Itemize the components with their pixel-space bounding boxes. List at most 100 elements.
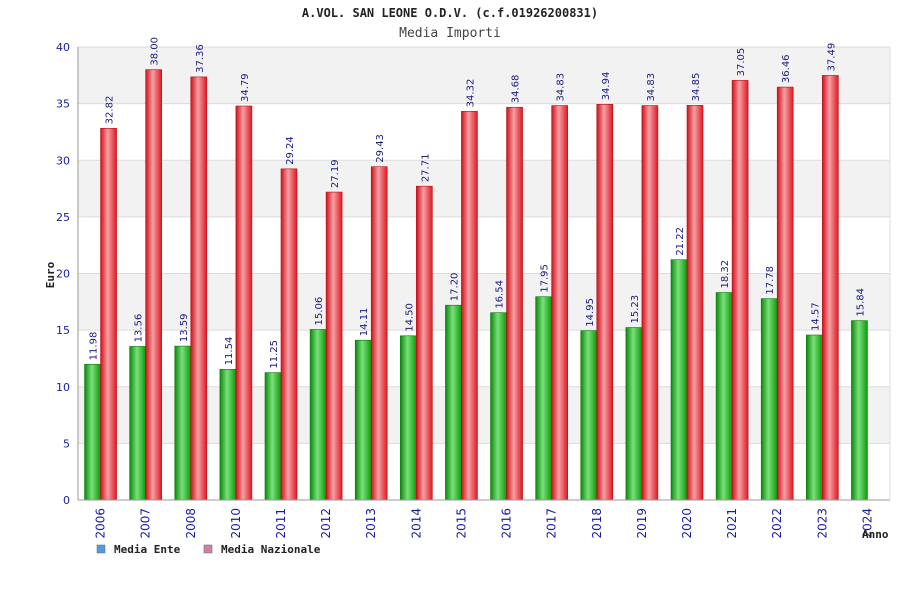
bar-media-ente-2018 — [580, 330, 598, 501]
x-tick-label-2021: 2021 — [725, 508, 739, 539]
value-label-media-ente-2011: 11.25 — [269, 340, 280, 369]
chart-subtitle: Media Importi — [399, 26, 501, 41]
value-label-media-nazionale-2019: 34.83 — [646, 73, 657, 102]
grid-band — [78, 386, 890, 444]
x-axis-label: Anno — [862, 528, 889, 541]
grid-band — [78, 103, 890, 161]
value-label-media-nazionale-2022: 36.46 — [781, 54, 792, 83]
grid-band — [78, 160, 890, 217]
x-tick-label-2008: 2008 — [184, 508, 198, 539]
bar-media-ente-2011 — [264, 372, 282, 501]
y-axis-label: Euro — [44, 261, 57, 288]
bar-media-nazionale-2012 — [325, 191, 343, 501]
bar-media-nazionale-2016 — [506, 106, 523, 501]
value-label-media-ente-2015: 17.20 — [449, 273, 460, 302]
grid-band — [78, 330, 890, 387]
bar-media-ente-2008 — [174, 345, 192, 501]
value-label-media-ente-2020: 21.22 — [675, 227, 686, 256]
axes — [77, 47, 891, 501]
value-label-media-ente-2022: 17.78 — [765, 266, 776, 295]
bar-media-ente-2016 — [490, 312, 507, 501]
x-tick-label-2011: 2011 — [274, 508, 288, 539]
bar-media-nazionale-2015 — [461, 111, 478, 501]
value-label-media-nazionale-2023: 37.49 — [826, 43, 837, 72]
bar-media-ente-2014 — [400, 335, 417, 501]
legend-swatch-media-nazionale — [203, 544, 213, 554]
bar-media-ente-2012 — [309, 329, 327, 501]
y-tick-label: 20 — [56, 268, 70, 281]
value-label-media-nazionale-2014: 27.71 — [420, 154, 431, 183]
x-tick-label-2013: 2013 — [364, 508, 378, 539]
bar-media-nazionale-2010 — [235, 105, 253, 501]
grid-band — [78, 47, 890, 104]
x-tick-label-2020: 2020 — [680, 508, 694, 539]
bar-media-nazionale-2020 — [686, 105, 704, 501]
bar-media-nazionale-2008 — [190, 76, 208, 501]
value-label-media-ente-2018: 14.95 — [585, 298, 596, 327]
value-label-media-nazionale-2007: 38.00 — [150, 37, 161, 66]
value-label-media-ente-2021: 18.32 — [720, 260, 731, 289]
value-label-media-ente-2016: 16.54 — [495, 280, 506, 309]
value-label-media-ente-2024: 15.84 — [855, 288, 866, 317]
x-tick-label-2012: 2012 — [319, 508, 333, 539]
value-label-media-ente-2023: 14.57 — [810, 302, 821, 331]
value-label-media-nazionale-2010: 34.79 — [240, 73, 251, 102]
value-label-media-ente-2012: 15.06 — [314, 297, 325, 326]
bar-media-nazionale-2014 — [416, 185, 433, 501]
x-tick-label-2024: 2024 — [860, 508, 874, 539]
value-label-media-nazionale-2021: 37.05 — [736, 48, 747, 77]
value-label-media-ente-2007: 13.56 — [134, 314, 145, 343]
y-tick-label: 25 — [56, 211, 70, 224]
bar-media-ente-2010 — [219, 369, 237, 501]
y-tick-label: 0 — [63, 494, 70, 507]
y-ticks: 0 5 10 15 20 25 30 35 40 — [56, 41, 70, 507]
legend: Media Ente Media Nazionale — [96, 543, 321, 556]
bar-media-nazionale-2019 — [641, 105, 659, 501]
value-labels: 11.98 32.82 13.56 38.00 13.59 37.36 11.54 34.79… — [89, 37, 867, 369]
grid-band — [78, 273, 890, 331]
y-tick-label: 30 — [56, 154, 70, 167]
value-label-media-ente-2017: 17.95 — [540, 264, 551, 293]
value-label-media-ente-2006: 11.98 — [89, 332, 100, 361]
y-tick-label: 10 — [56, 381, 70, 394]
bar-media-nazionale-2023 — [822, 75, 839, 501]
value-label-media-ente-2008: 13.59 — [179, 313, 190, 342]
value-label-media-ente-2019: 15.23 — [630, 295, 641, 324]
value-label-media-nazionale-2018: 34.94 — [601, 72, 612, 101]
value-label-media-nazionale-2011: 29.24 — [285, 136, 296, 165]
bar-media-ente-2023 — [806, 334, 823, 501]
bar-media-nazionale-2007 — [145, 69, 162, 501]
x-tick-label-2010: 2010 — [229, 508, 243, 539]
bar-media-nazionale-2022 — [776, 86, 794, 501]
x-tick-label-2018: 2018 — [590, 508, 604, 539]
x-ticks: 2006 2007 2008 2010 2011 2012 2013 2014 2015 2016… — [94, 508, 875, 539]
bar-media-nazionale-2017 — [551, 105, 568, 501]
grid-bands — [78, 47, 890, 500]
bar-media-ente-2021 — [715, 292, 733, 501]
x-tick-label-2019: 2019 — [635, 508, 649, 539]
y-tick-label: 40 — [56, 41, 70, 54]
bar-media-ente-2024 — [851, 320, 868, 501]
x-tick-label-2015: 2015 — [454, 508, 468, 539]
grid-band — [78, 443, 890, 500]
x-tick-label-2017: 2017 — [545, 508, 559, 539]
value-label-media-ente-2010: 11.54 — [224, 337, 235, 366]
bar-media-ente-2019 — [625, 327, 643, 501]
value-label-media-nazionale-2020: 34.85 — [691, 73, 702, 102]
y-tick-label: 5 — [63, 437, 70, 450]
bar-media-ente-2013 — [354, 339, 372, 501]
y-tick-label: 15 — [56, 324, 70, 337]
x-tick-label-2016: 2016 — [500, 508, 514, 539]
value-label-media-ente-2014: 14.50 — [404, 303, 415, 332]
x-tick-label-2014: 2014 — [409, 508, 423, 539]
value-label-media-nazionale-2017: 34.83 — [556, 73, 567, 102]
x-tick-label-2023: 2023 — [815, 508, 829, 539]
bar-media-ente-2007 — [129, 346, 146, 501]
bar-media-nazionale-2013 — [370, 166, 388, 501]
value-label-media-nazionale-2008: 37.36 — [195, 44, 206, 73]
bar-media-nazionale-2018 — [596, 104, 614, 501]
legend-swatch-media-ente — [96, 544, 106, 554]
bar-media-nazionale-2006 — [100, 128, 117, 501]
value-label-media-nazionale-2013: 29.43 — [375, 134, 386, 163]
